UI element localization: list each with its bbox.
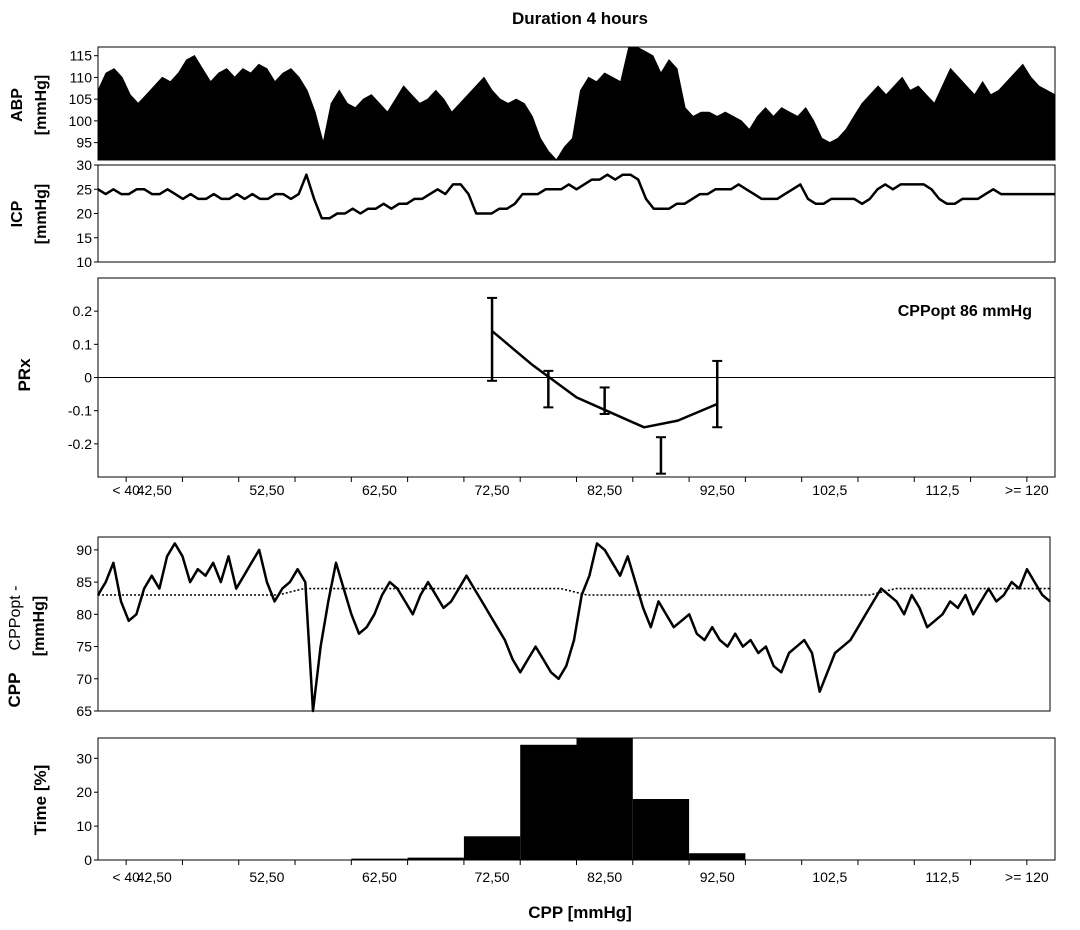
time-xtick-label: 72,50 xyxy=(475,869,510,885)
abp-ytick-label: 105 xyxy=(69,91,93,107)
prx-xtick-label: 102,5 xyxy=(812,482,847,498)
time-ytick-label: 20 xyxy=(76,784,92,800)
prx-xtick-label: 72,50 xyxy=(475,482,510,498)
prx-xtick-label: 82,50 xyxy=(587,482,622,498)
prx-xtick-label: 52,50 xyxy=(249,482,284,498)
icp-ytick-label: 15 xyxy=(76,230,92,246)
time-bar xyxy=(407,857,464,860)
time-bar xyxy=(463,836,521,860)
cpp-ytick-label: 65 xyxy=(76,703,92,719)
cppopt-dotted-line xyxy=(98,587,1050,596)
abp-ytick-label: 115 xyxy=(70,48,93,64)
cppopt-ylabel: CPPopt - xyxy=(7,586,24,651)
cpp-panel: CPP CPPopt - [mmHg] 65 70 75 80 85 90 xyxy=(5,536,1051,719)
icp-plot-frame xyxy=(97,164,1056,263)
prx-ylabel: PRx xyxy=(15,358,34,392)
time-xtick-label: 82,50 xyxy=(587,869,622,885)
abp-plot-frame xyxy=(97,46,1056,161)
prx-panel: PRx CPPopt 86 mmHg -0.2 -0.1 0 0.1 0.2 < 4042… xyxy=(15,277,1056,498)
cpp-ylabel: CPP xyxy=(5,673,24,708)
icp-ylabel: ICP xyxy=(9,200,26,227)
prx-ytick-label: 0 xyxy=(84,370,92,386)
time-ytick-label: 30 xyxy=(76,750,92,766)
time-xtick-label: < 40 xyxy=(112,869,140,885)
cppopt-annotation: CPPopt 86 mmHg xyxy=(898,303,1032,320)
icp-line xyxy=(97,173,1055,220)
time-xtick-label: 52,50 xyxy=(249,869,284,885)
prx-ytick-label: 0.2 xyxy=(73,303,93,319)
cpp-ytick-label: 75 xyxy=(76,639,92,655)
abp-panel: ABP [mmHg] 95 100 105 110 115 xyxy=(9,46,1056,161)
figure-title: Duration 4 hours xyxy=(512,9,648,28)
cpp-plot-frame xyxy=(97,536,1051,712)
prx-xtick-label: >= 120 xyxy=(1005,482,1049,498)
time-bar xyxy=(632,799,690,860)
prx-xtick-label: 92,50 xyxy=(700,482,735,498)
time-ytick-label: 10 xyxy=(76,818,92,834)
time-xtick-label: 42,50 xyxy=(137,869,172,885)
prx-xtick-label: 112,5 xyxy=(925,482,959,498)
time-bar xyxy=(520,744,577,860)
abp-ytick-label: 95 xyxy=(76,135,92,151)
time-xtick-label: 112,5 xyxy=(925,869,959,885)
abp-ytick-label: 110 xyxy=(70,69,93,85)
abp-ytick-label: 100 xyxy=(69,113,93,129)
cpp-ytick-label: 85 xyxy=(76,574,92,590)
prx-ytick-label: -0.2 xyxy=(68,436,92,452)
time-bar xyxy=(576,738,633,860)
cpp-ytick-label: 90 xyxy=(76,542,92,558)
abp-area xyxy=(97,46,1056,161)
time-bar xyxy=(351,858,408,860)
time-xtick-label: 92,50 xyxy=(700,869,735,885)
abp-ylabel: ABP xyxy=(9,88,26,122)
prx-xtick-label: 42,50 xyxy=(137,482,172,498)
time-ylabel: Time [%] xyxy=(31,765,50,836)
prx-fit-curve xyxy=(491,330,718,429)
time-ytick-label: 0 xyxy=(84,852,92,868)
cpp-line xyxy=(96,542,1051,713)
time-bar xyxy=(689,853,746,860)
icp-ytick-label: 10 xyxy=(76,254,92,270)
prx-xtick-label: < 40 xyxy=(112,482,140,498)
cpp-ytick-label: 80 xyxy=(76,606,92,622)
icp-yunit: [mmHg] xyxy=(33,184,50,244)
icp-ytick-label: 30 xyxy=(76,157,92,173)
time-xtick-label: 62,50 xyxy=(362,869,397,885)
icp-ytick-label: 20 xyxy=(76,206,92,222)
time-xtick-label: 102,5 xyxy=(812,869,847,885)
cpp-yunit: [mmHg] xyxy=(31,596,48,656)
cpp-ytick-label: 70 xyxy=(76,671,92,687)
prx-xtick-label: 62,50 xyxy=(362,482,397,498)
icp-ytick-label: 25 xyxy=(76,181,92,197)
abp-yunit: [mmHg] xyxy=(33,75,50,135)
time-xlabel: CPP [mmHg] xyxy=(528,903,632,922)
prx-ytick-label: 0.1 xyxy=(73,336,93,352)
prx-ytick-label: -0.1 xyxy=(68,403,92,419)
icp-panel: ICP [mmHg] 10 15 20 25 30 xyxy=(9,157,1056,270)
time-xtick-label: >= 120 xyxy=(1005,869,1049,885)
